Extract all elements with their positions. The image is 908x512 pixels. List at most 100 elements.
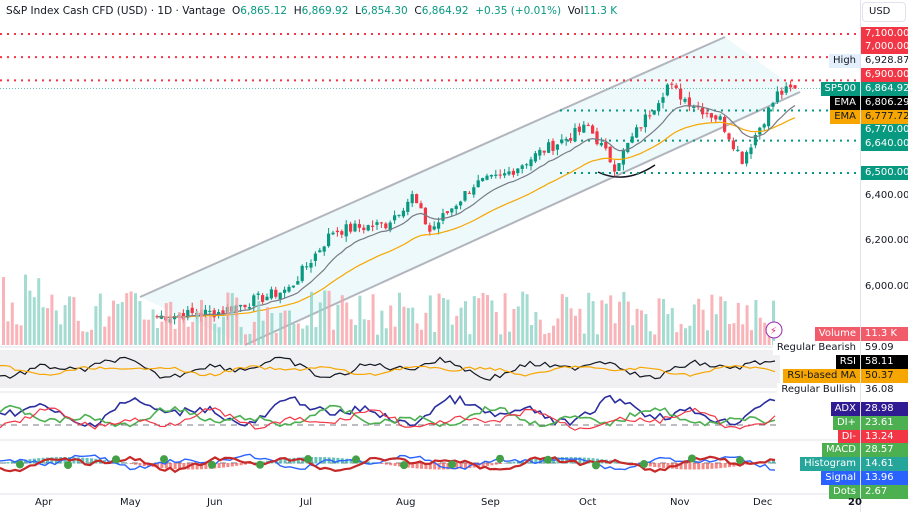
- macd-dot: [640, 460, 648, 469]
- histogram-bar: [613, 460, 617, 464]
- candle-body: [379, 222, 383, 224]
- histogram-bar: [182, 463, 186, 470]
- histogram-bar: [723, 463, 727, 468]
- histogram-bar: [648, 463, 652, 467]
- histogram-bar: [156, 463, 159, 468]
- volume-bar: [182, 316, 186, 345]
- volume-bar: [393, 326, 397, 345]
- volume-bar: [358, 295, 362, 345]
- volume-bar: [710, 294, 714, 345]
- candle-body: [384, 223, 388, 229]
- candle-body: [533, 153, 537, 162]
- candle-body: [780, 90, 784, 95]
- volume-bar: [521, 291, 525, 345]
- time-axis-label: 20: [848, 497, 862, 508]
- histogram-bar: [103, 459, 107, 464]
- volume-bar: [354, 324, 357, 345]
- candle-body: [692, 106, 696, 109]
- volume-bar: [622, 291, 626, 345]
- candle-body: [305, 266, 309, 268]
- volume-bar: [147, 319, 151, 345]
- candle-body: [481, 178, 485, 182]
- candle-body: [762, 124, 766, 128]
- volume-bar: [587, 292, 591, 345]
- candle-body: [661, 97, 665, 103]
- candle-body: [613, 164, 617, 172]
- symbol-title[interactable]: S&P Index Cash CFD (USD) · 1D · Vantage: [6, 5, 226, 17]
- volume-bar: [402, 306, 406, 345]
- candle-body: [569, 138, 573, 141]
- volume-bar: [37, 278, 41, 345]
- volume-bar: [428, 295, 432, 345]
- candle-body: [745, 152, 749, 164]
- macd-label: MACD: [822, 443, 860, 457]
- last-value: 6,864.92: [861, 82, 908, 96]
- histogram-bar: [508, 462, 511, 464]
- volume-bar: [59, 324, 63, 345]
- histogram-bar: [428, 463, 432, 470]
- volume-bar: [318, 302, 322, 345]
- candle-body: [283, 289, 287, 293]
- hist-value: 14.61: [861, 457, 908, 471]
- candle-body: [371, 225, 375, 227]
- volume-bar: [648, 331, 652, 345]
- time-axis-label: Jun: [207, 497, 223, 508]
- histogram-bar: [90, 458, 93, 464]
- volume-bar: [442, 297, 445, 345]
- histogram-bar: [578, 457, 582, 464]
- volume-bar: [257, 300, 261, 345]
- volume-bar: [195, 310, 199, 345]
- histogram-bar: [714, 463, 718, 469]
- histogram-bar: [314, 457, 318, 464]
- candle-body: [753, 135, 757, 146]
- macd-dot: [592, 461, 600, 470]
- histogram-bar: [384, 463, 388, 465]
- time-axis-label: Dec: [753, 497, 773, 508]
- candle-body: [542, 150, 546, 153]
- volume-bar: [481, 292, 485, 345]
- candle-body: [679, 88, 683, 100]
- histogram-bar: [318, 457, 322, 464]
- histogram-bar: [481, 463, 485, 467]
- histogram-bar: [679, 463, 683, 470]
- histogram-bar: [37, 458, 41, 464]
- histogram-bar: [235, 463, 239, 466]
- histogram-bar: [85, 457, 89, 464]
- volume-bar: [274, 332, 278, 345]
- macd-value: 28.57: [861, 443, 908, 457]
- dim-label: DI-: [837, 430, 860, 444]
- candle-body: [406, 201, 410, 212]
- candle-body: [441, 213, 445, 221]
- candle-body: [617, 163, 621, 171]
- volume-bar: [72, 297, 76, 345]
- candle-body: [472, 187, 476, 195]
- currency-button[interactable]: USD: [862, 2, 906, 22]
- histogram-bar: [173, 463, 177, 470]
- candle-body: [498, 174, 502, 176]
- candle-body: [687, 97, 691, 107]
- volume-bar: [107, 316, 111, 345]
- histogram-bar: [477, 463, 481, 468]
- histogram-bar: [767, 460, 771, 464]
- time-axis-label: Aug: [396, 497, 416, 508]
- candle-body: [599, 142, 603, 146]
- histogram-bar: [560, 457, 564, 464]
- volume-bar: [81, 331, 85, 345]
- candle-body: [555, 144, 559, 150]
- histogram-bar: [512, 461, 516, 464]
- indicator-line: [0, 404, 776, 428]
- volume-bar: [46, 308, 49, 345]
- histogram-bar: [248, 463, 252, 464]
- histogram-bar: [772, 460, 775, 464]
- histogram-bar: [697, 463, 701, 470]
- candle-body: [428, 225, 432, 232]
- candle-body: [740, 151, 744, 164]
- volume-bar: [530, 325, 533, 345]
- candle-body: [639, 127, 643, 129]
- candle-body: [454, 205, 458, 210]
- candle-body: [705, 112, 709, 114]
- volume-bar: [450, 324, 454, 345]
- volume-bar: [494, 312, 498, 345]
- histogram-bar: [398, 463, 401, 467]
